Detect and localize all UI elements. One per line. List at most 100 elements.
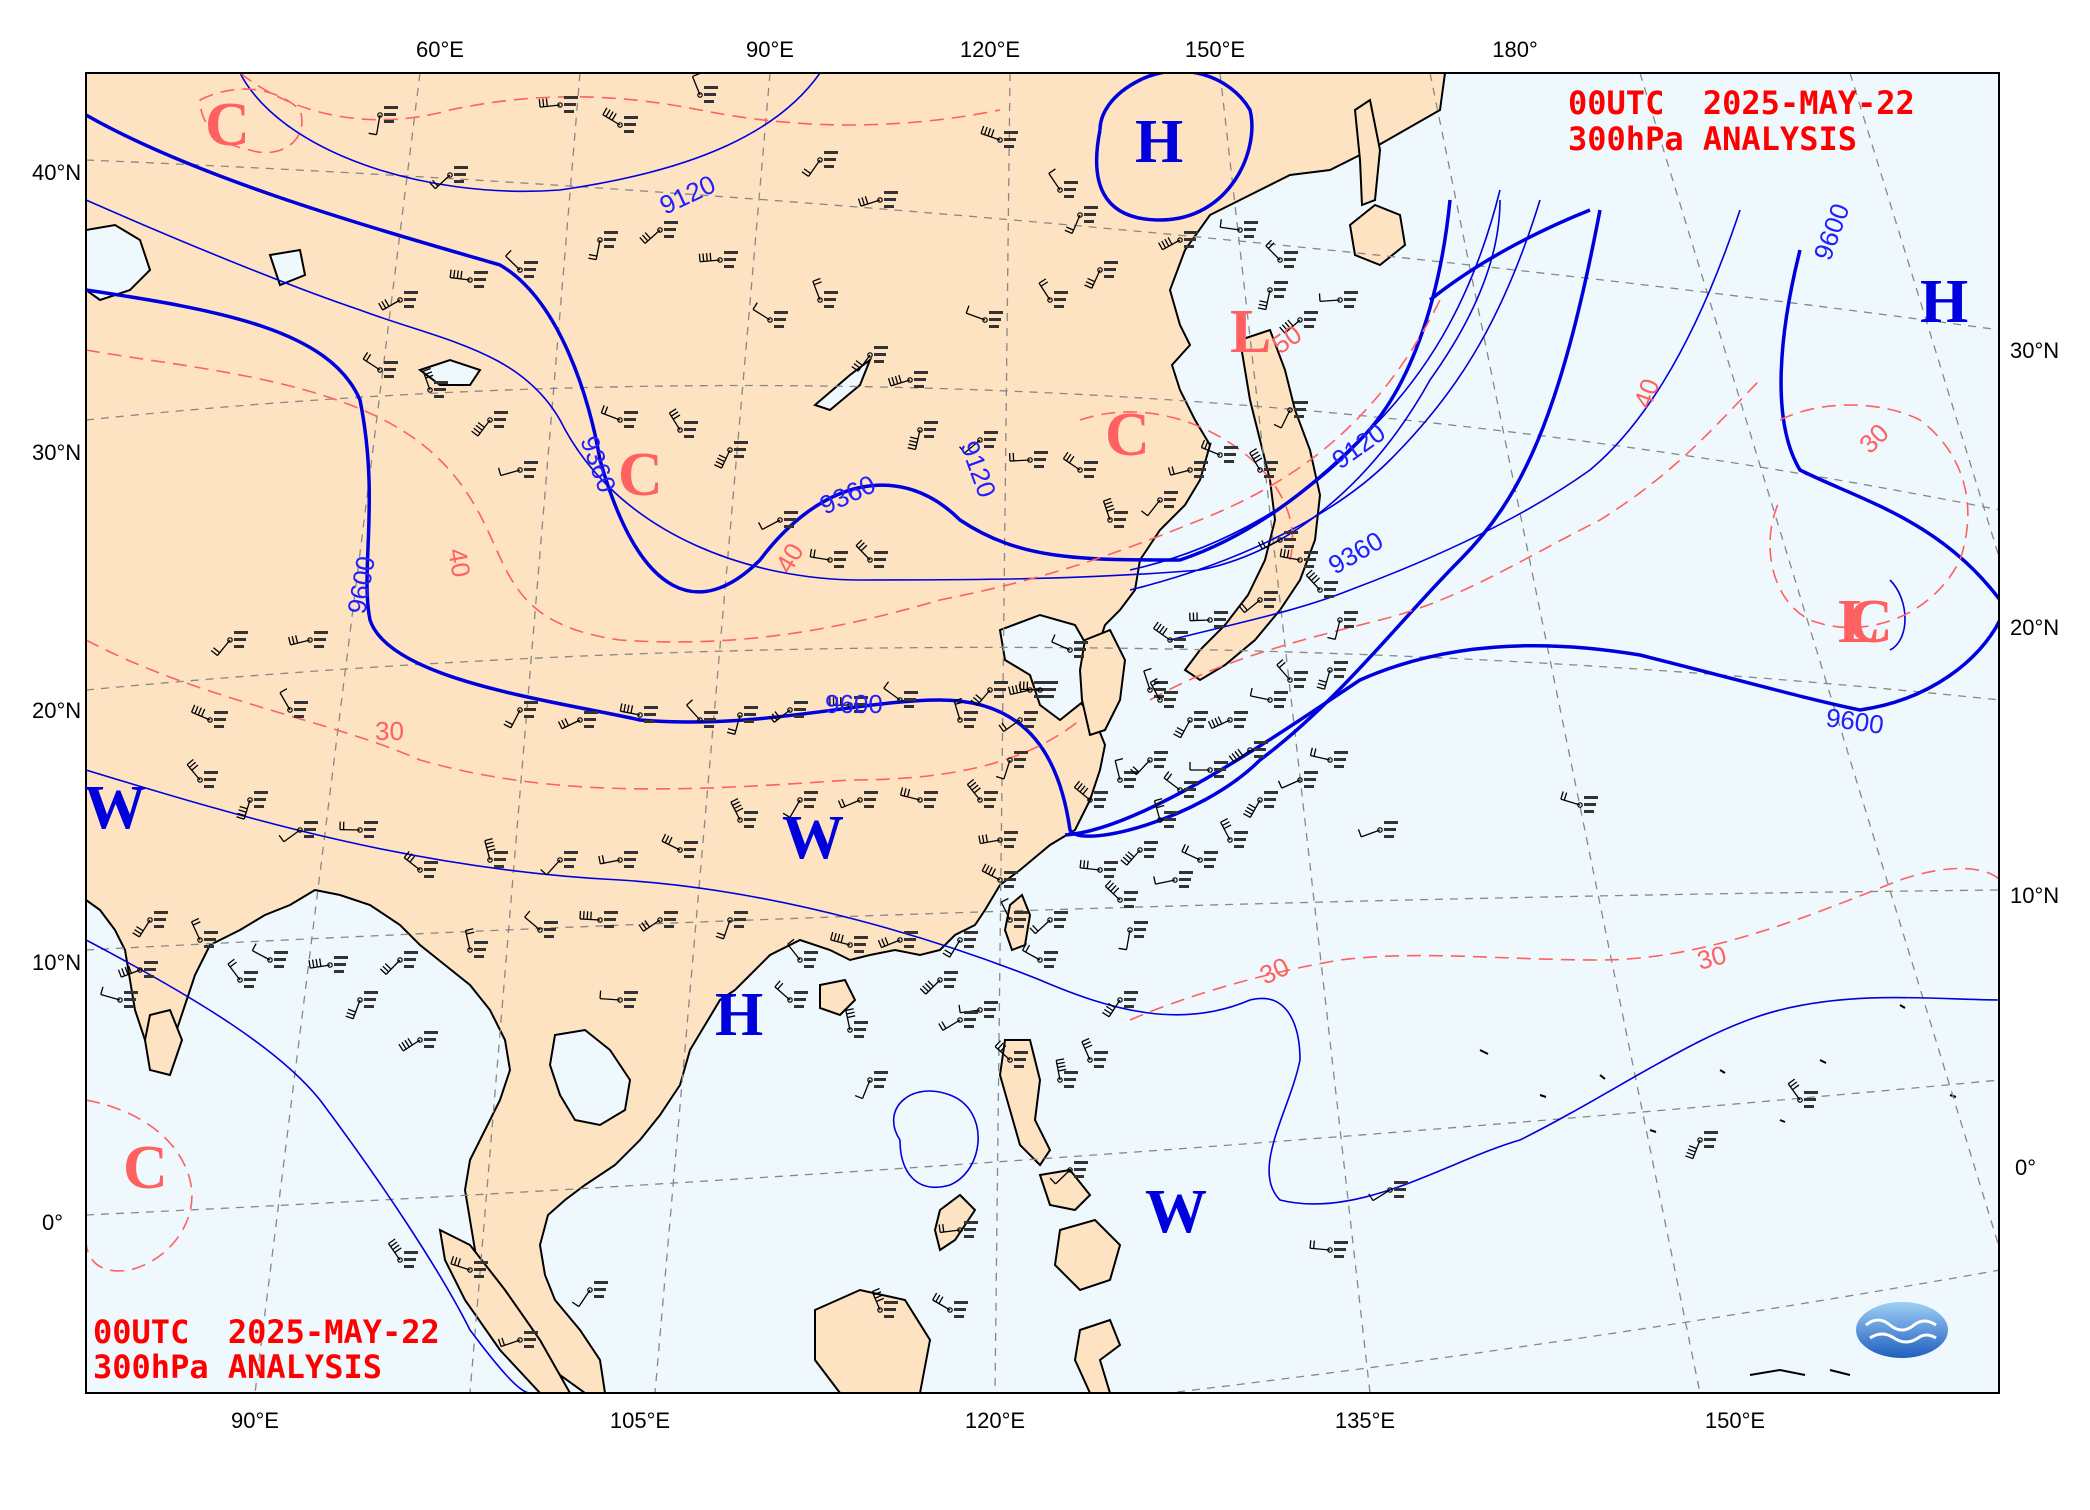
station-dot: [287, 707, 293, 713]
wind-barb-feather: [919, 988, 927, 995]
station-data-mark: [1004, 131, 1018, 134]
station-dot: [1047, 297, 1053, 303]
wind-barb-feather: [1560, 791, 1564, 800]
station-data-mark: [964, 1235, 974, 1238]
station-data-mark: [1184, 245, 1194, 248]
wind-barb-feather: [1257, 541, 1263, 550]
station-data-mark: [1074, 641, 1088, 644]
station-dot: [197, 937, 203, 943]
wind-barb-feather: [1079, 859, 1082, 868]
station-dot: [977, 437, 983, 443]
station-data-mark: [474, 278, 486, 281]
station-data-mark: [564, 103, 576, 106]
wind-barb: [1170, 469, 1191, 476]
wind-barb-feather: [1207, 720, 1213, 729]
station-data-mark: [914, 378, 926, 381]
station-data-mark: [884, 191, 898, 194]
station-data-mark: [1214, 775, 1224, 778]
station-data-mark: [474, 955, 484, 958]
wind-barb-feather: [1104, 1008, 1112, 1015]
station-data-mark: [604, 245, 614, 248]
wind-barb-feather: [1318, 679, 1327, 683]
wind-barb-feather: [1267, 242, 1275, 249]
station-data-mark: [204, 945, 214, 948]
wind-barb-feather: [994, 1040, 1001, 1048]
station-data-mark: [524, 1345, 534, 1348]
station-data-mark: [1194, 475, 1204, 478]
station-data-mark: [1064, 1078, 1076, 1081]
wind-barb-feather: [1207, 442, 1212, 451]
wind-barb-feather: [1153, 621, 1159, 629]
wind-barb: [890, 379, 911, 387]
station-data-mark: [1324, 581, 1338, 584]
wind-barb: [1074, 786, 1091, 801]
wind-barb-feather: [830, 931, 834, 940]
wind-barb-feather: [955, 701, 964, 705]
station-dot: [737, 817, 743, 823]
station-data-mark: [904, 691, 918, 694]
wind-barb-feather: [602, 107, 608, 116]
wind-barb-feather: [601, 855, 605, 864]
warm-center-marker: W: [782, 804, 844, 872]
station-data-mark: [1184, 238, 1196, 241]
station-dot: [1047, 917, 1053, 923]
wind-barb-feather: [1184, 845, 1190, 854]
wind-barb-feather: [561, 719, 566, 728]
map-title-bottom-line1: 00UTC 2025-MAY-22: [93, 1313, 440, 1351]
station-data-mark: [804, 791, 818, 794]
station-data-mark: [154, 911, 168, 914]
station-data-mark: [834, 565, 844, 568]
wind-barb-feather: [398, 1043, 404, 1052]
station-data-mark: [1164, 811, 1178, 814]
wind-barb-feather: [192, 921, 201, 926]
station-data-mark: [1124, 998, 1136, 1001]
wind-barb-feather: [812, 277, 821, 282]
station-data-mark: [1154, 758, 1166, 761]
station-data-mark: [234, 631, 248, 634]
wind-barb: [283, 829, 301, 843]
map-title-top-line2: 300hPa ANALYSIS: [1568, 120, 1857, 158]
wind-barb-feather: [1231, 753, 1238, 761]
station-data-mark: [384, 368, 396, 371]
wind-barb-feather: [1058, 1068, 1067, 1072]
station-data-mark: [924, 791, 938, 794]
station-data-mark: [1284, 265, 1294, 268]
station-data-mark: [784, 518, 796, 521]
station-data-mark: [1284, 538, 1296, 541]
station-data-mark: [294, 715, 304, 718]
station-data-mark: [744, 713, 756, 716]
wind-barb: [403, 857, 421, 871]
station-data-mark: [1064, 188, 1076, 191]
station-data-mark: [1164, 505, 1174, 508]
wind-barb-feather: [1309, 747, 1313, 756]
station-data-mark: [984, 431, 998, 434]
station-dot: [297, 827, 303, 833]
station-data-mark: [1294, 685, 1304, 688]
station-data-mark: [664, 221, 678, 224]
wind-barb-feather: [864, 196, 869, 205]
wind-barb-feather: [907, 447, 916, 451]
station-data-mark: [804, 798, 816, 801]
wind-barb-feather: [237, 812, 246, 817]
wind-barb-feather: [881, 938, 886, 947]
wind-barb-feather: [1241, 603, 1248, 611]
wind-barb-feather: [874, 1294, 883, 1299]
wind-barb-feather: [726, 731, 735, 735]
station-data-mark: [384, 113, 396, 116]
station-dot: [1147, 687, 1153, 693]
wind-barb-feather: [1083, 860, 1086, 869]
station-data-mark: [1124, 898, 1136, 901]
wind-barb-feather: [210, 650, 218, 657]
wind-barb-feather: [1120, 859, 1128, 866]
station-data-mark: [1174, 638, 1186, 641]
wind-barb: [857, 354, 871, 372]
station-dot: [197, 777, 203, 783]
wind-barb-feather: [291, 636, 295, 645]
wind-barb-feather: [972, 696, 980, 704]
sulawesi-island: [1073, 1318, 1122, 1393]
wind-barb-feather: [801, 171, 809, 177]
station-data-mark: [214, 718, 226, 721]
station-data-mark: [1344, 305, 1354, 308]
station-dot: [557, 857, 563, 863]
station-dot: [137, 967, 143, 973]
